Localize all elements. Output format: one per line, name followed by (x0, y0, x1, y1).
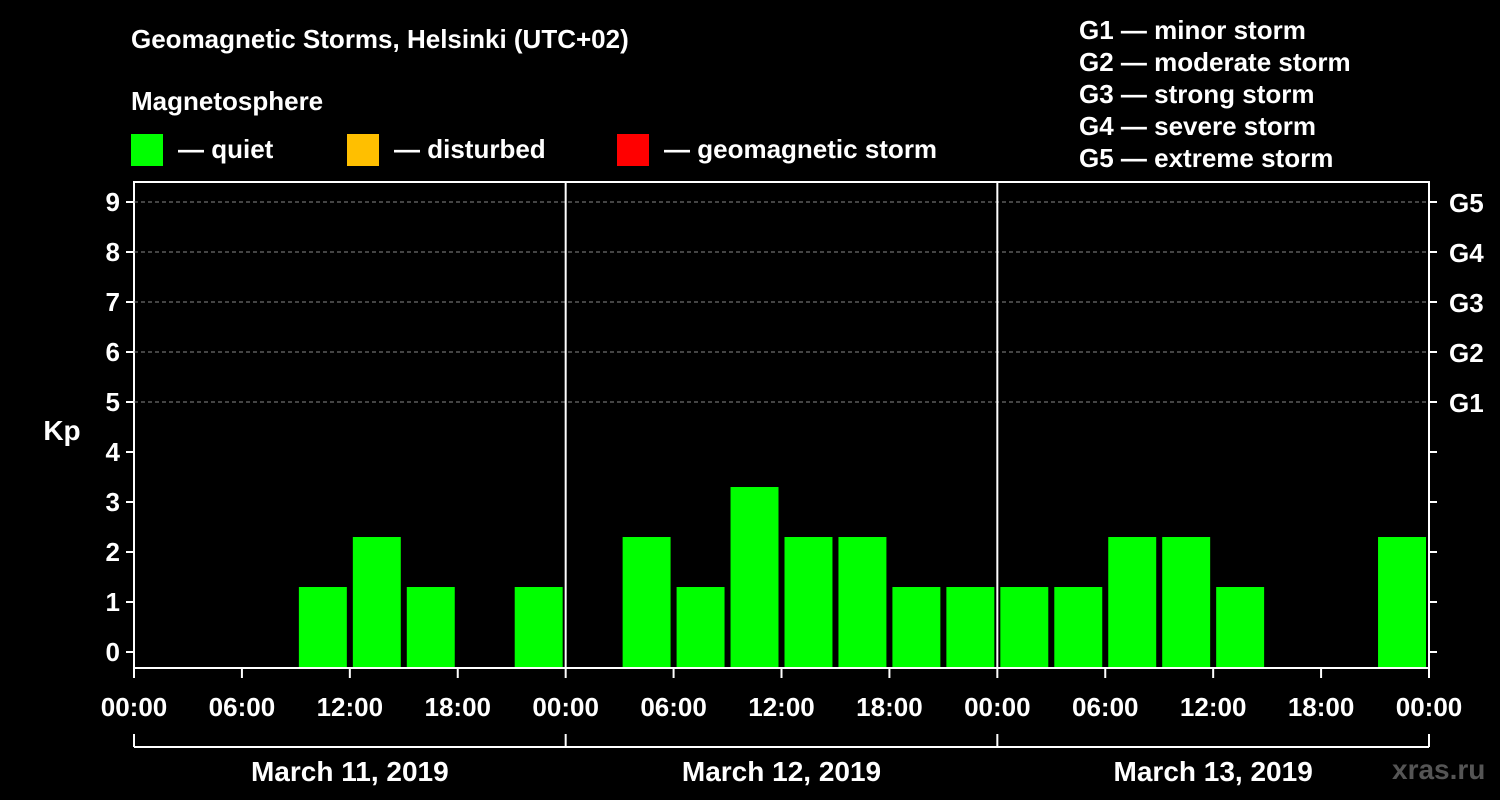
x-tick-label-5: 06:00 (640, 692, 707, 722)
x-tick-label-3: 18:00 (425, 692, 492, 722)
legend-subtitle: Magnetosphere (131, 86, 324, 116)
x-tick-label-9: 06:00 (1072, 692, 1139, 722)
date-label-1: March 12, 2019 (682, 756, 881, 787)
storm-level-g2: G2 — moderate storm (1079, 47, 1351, 77)
legend-swatch-storm (617, 134, 649, 166)
y-tick-label-7: 7 (106, 287, 120, 317)
y-tick-label-8: 8 (106, 237, 120, 267)
bar-5 (406, 587, 455, 667)
bar-14 (892, 587, 941, 667)
x-tick-label-1: 06:00 (209, 692, 276, 722)
x-tick-label-4: 00:00 (532, 692, 599, 722)
y-tick-label-2: 2 (106, 537, 120, 567)
x-tick-label-2: 12:00 (317, 692, 384, 722)
bar-19 (1162, 537, 1211, 667)
storm-level-g4: G4 — severe storm (1079, 111, 1317, 141)
y-tick-label-5: 5 (106, 387, 120, 417)
legend-label-storm: — geomagnetic storm (664, 134, 938, 164)
x-tick-label-12: 00:00 (1396, 692, 1463, 722)
y-tick-label-1: 1 (106, 587, 120, 617)
y-tick-label-3: 3 (106, 487, 120, 517)
chart-title: Geomagnetic Storms, Helsinki (UTC+02) (131, 24, 629, 54)
storm-level-g5: G5 — extreme storm (1079, 143, 1334, 173)
bar-9 (622, 537, 671, 667)
bar-3 (298, 587, 347, 667)
date-label-2: March 13, 2019 (1114, 756, 1313, 787)
bar-15 (946, 587, 995, 667)
storm-level-g3: G3 — strong storm (1079, 79, 1315, 109)
storm-level-g1: G1 — minor storm (1079, 15, 1306, 45)
bar-12 (784, 537, 833, 667)
y-tick-label-6: 6 (106, 337, 120, 367)
storm-level-list: G1 — minor storm G2 — moderate storm G3 … (1079, 14, 1351, 174)
bar-23 (1378, 537, 1426, 667)
bar-10 (676, 587, 725, 667)
right-axis-label-g3: G3 (1449, 288, 1484, 318)
right-axis-label-g2: G2 (1449, 338, 1484, 368)
legend-label-quiet: — quiet (178, 134, 274, 164)
right-axis-label-g5: G5 (1449, 188, 1484, 218)
x-tick-label-7: 18:00 (856, 692, 923, 722)
x-tick-label-10: 12:00 (1180, 692, 1247, 722)
legend-swatch-quiet (131, 134, 163, 166)
bar-4 (352, 537, 401, 667)
x-tick-label-0: 00:00 (101, 692, 168, 722)
bar-7 (514, 587, 563, 667)
y-axis-label: Kp (43, 415, 80, 446)
bar-13 (838, 537, 887, 667)
legend-label-disturbed: — disturbed (394, 134, 546, 164)
bar-20 (1216, 587, 1265, 667)
bar-16 (1000, 587, 1049, 667)
watermark: xras.ru (1392, 754, 1486, 785)
right-axis-label-g1: G1 (1449, 388, 1484, 418)
y-tick-label-9: 9 (106, 187, 120, 217)
date-label-0: March 11, 2019 (251, 756, 449, 787)
bar-17 (1054, 587, 1103, 667)
y-tick-label-0: 0 (106, 637, 120, 667)
x-tick-label-6: 12:00 (748, 692, 815, 722)
y-tick-label-4: 4 (106, 437, 121, 467)
x-tick-label-11: 18:00 (1288, 692, 1355, 722)
legend-swatch-disturbed (347, 134, 379, 166)
x-tick-label-8: 00:00 (964, 692, 1031, 722)
right-axis-label-g4: G4 (1449, 238, 1484, 268)
bar-18 (1108, 537, 1157, 667)
bar-11 (730, 487, 779, 667)
